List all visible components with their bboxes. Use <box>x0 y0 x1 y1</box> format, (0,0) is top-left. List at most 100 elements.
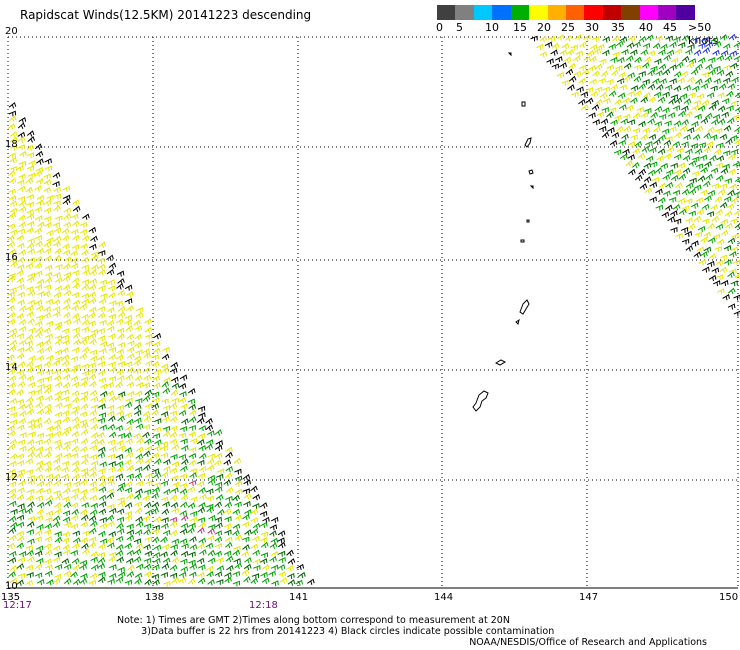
wind-barb <box>142 494 150 502</box>
wind-barb <box>627 91 635 97</box>
wind-barb <box>712 49 720 56</box>
wind-barb <box>691 105 700 112</box>
wind-barb <box>17 439 26 446</box>
legend-label: 35 <box>611 21 625 34</box>
wind-barb <box>63 426 72 433</box>
wind-barb <box>36 432 45 439</box>
wind-barb <box>53 374 62 382</box>
wind-barb <box>115 473 124 480</box>
wind-barb <box>16 333 25 340</box>
wind-barb <box>199 549 207 556</box>
wind-barb <box>63 221 72 228</box>
wind-barb <box>691 121 699 128</box>
legend-label: 25 <box>561 21 575 34</box>
wind-barb <box>593 48 601 55</box>
wind-barb <box>705 173 713 181</box>
wind-barb <box>187 486 195 493</box>
wind-barb <box>79 578 88 585</box>
wind-barb <box>81 319 90 326</box>
wind-barb <box>88 283 97 291</box>
wind-barb <box>142 410 151 418</box>
wind-barb <box>126 381 134 388</box>
wind-barb <box>80 403 89 411</box>
wind-barb <box>125 451 134 459</box>
wind-barb <box>72 234 80 242</box>
wind-barb <box>725 222 733 230</box>
wind-barb <box>80 395 88 402</box>
wind-barb <box>62 543 70 551</box>
wind-barb <box>90 556 98 563</box>
wind-barb <box>718 83 727 90</box>
wind-barb <box>661 211 670 218</box>
wind-barb <box>72 480 81 487</box>
wind-barb <box>225 486 234 494</box>
wind-barb <box>673 85 682 92</box>
wind-barb <box>663 190 671 197</box>
wind-barb <box>205 439 214 446</box>
wind-barb <box>170 453 178 460</box>
wind-barb <box>610 84 619 91</box>
wind-barb <box>695 125 704 133</box>
wind-barb <box>214 481 223 488</box>
wind-barb <box>551 63 559 70</box>
wind-barb <box>682 167 691 174</box>
wind-barb <box>53 193 61 200</box>
wind-barb <box>117 566 125 573</box>
wind-barb <box>223 479 231 486</box>
wind-barb <box>19 150 27 158</box>
wind-barb <box>665 169 674 176</box>
wind-barb <box>145 480 153 487</box>
wind-barb <box>550 49 558 56</box>
wind-barb <box>54 277 63 284</box>
wind-barb <box>277 541 286 549</box>
wind-barb <box>277 537 285 544</box>
wind-barb <box>721 111 729 118</box>
wind-barb <box>664 120 672 127</box>
wind-barb <box>215 473 224 480</box>
wind-barb <box>25 507 33 515</box>
wind-barb <box>61 328 70 335</box>
wind-barb <box>126 523 134 530</box>
wind-barb <box>142 382 151 389</box>
wind-barb <box>666 49 675 56</box>
wind-barb <box>589 78 598 85</box>
wind-barb <box>106 325 115 332</box>
wind-barb <box>16 542 24 549</box>
wind-barb <box>35 326 44 334</box>
wind-barb <box>160 471 169 479</box>
wind-barb <box>269 530 277 537</box>
wind-barb <box>16 472 25 479</box>
wind-barb <box>16 389 24 396</box>
wind-barb <box>43 306 51 313</box>
wind-barb <box>197 433 206 440</box>
wind-barb <box>668 196 677 203</box>
wind-barb <box>44 536 53 543</box>
wind-barb <box>53 419 62 426</box>
wind-barb <box>681 118 689 126</box>
wind-barb <box>169 367 178 374</box>
wind-barb <box>655 70 663 77</box>
wind-barb <box>108 531 117 538</box>
wind-barb <box>43 460 52 467</box>
wind-barb <box>125 438 133 445</box>
wind-barb <box>602 86 610 93</box>
wind-barb <box>81 279 90 286</box>
wind-barb <box>81 326 89 333</box>
wind-barb <box>81 548 90 555</box>
wind-barb <box>35 422 43 430</box>
wind-barb <box>708 253 717 260</box>
wind-barb <box>214 444 223 452</box>
wind-barb <box>224 529 232 536</box>
wind-barb <box>52 545 61 552</box>
wind-barb <box>88 311 96 319</box>
wind-barb <box>568 62 576 70</box>
wind-barb <box>8 375 17 382</box>
wind-barb <box>88 368 96 375</box>
wind-barb <box>178 571 187 578</box>
wind-barb <box>107 503 115 510</box>
wind-barb <box>97 451 105 459</box>
wind-barb <box>44 264 53 271</box>
wind-barb <box>45 495 54 502</box>
wind-barb <box>154 418 162 425</box>
wind-barb <box>16 277 25 284</box>
